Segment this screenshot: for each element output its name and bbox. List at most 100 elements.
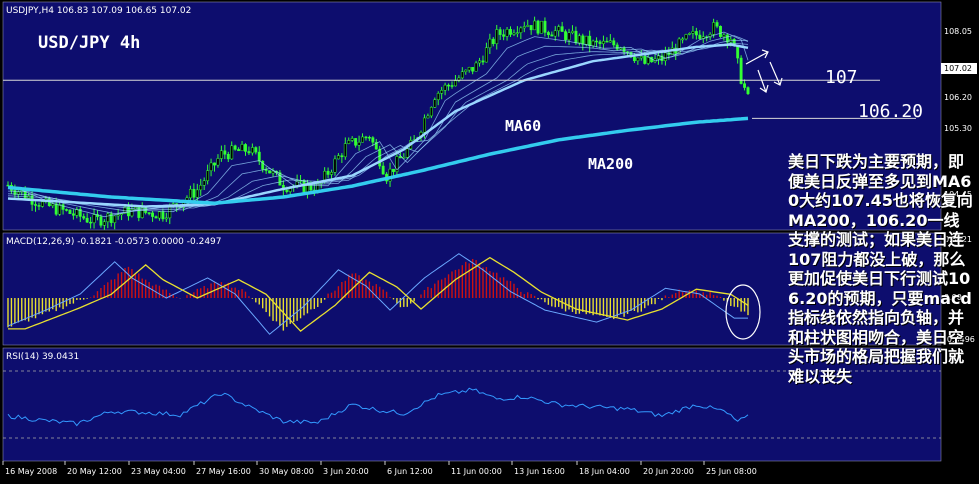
price-label-106-20: 106.20 [944, 93, 972, 102]
time-label: 20 Jun 20:00 [643, 467, 694, 476]
candle-body [233, 145, 237, 150]
candle-body [250, 147, 254, 154]
macd-histogram [7, 258, 749, 331]
candle-body [595, 40, 599, 43]
candle-body [161, 211, 165, 220]
candle-body [564, 31, 568, 41]
candle-body [557, 26, 561, 32]
candle-body [443, 84, 447, 91]
candle-body [736, 45, 740, 59]
commentary-text: 美日下跌为主要预期，即便美日反弹至多见到MA60大约107.45也将恢复向MA2… [788, 152, 973, 386]
candle-body [540, 20, 543, 34]
candle-body [681, 38, 685, 41]
candle-body [164, 217, 168, 220]
candle-body [37, 205, 41, 207]
ma60-label: MA60 [505, 117, 541, 135]
candle-body [502, 34, 506, 37]
candle-body [343, 143, 347, 158]
candle-body [378, 148, 382, 167]
ma-bundle-line [7, 35, 749, 215]
candle-body [722, 34, 726, 37]
candle-body [567, 32, 571, 41]
candle-body [85, 217, 89, 223]
ma-bundle-line [7, 39, 749, 212]
candle-body [374, 141, 378, 150]
candle-body [447, 84, 451, 87]
candle-body [58, 204, 62, 215]
candle-body [546, 32, 550, 36]
candle-body [426, 115, 430, 119]
candle-body [584, 35, 588, 45]
candle-body [481, 60, 485, 63]
current-price-box [941, 63, 977, 74]
candle-body [643, 56, 647, 64]
time-label: 11 Jun 00:00 [451, 467, 502, 476]
chart-title: USD/JPY 4h [38, 33, 140, 53]
candle-body [261, 160, 265, 170]
candle-body [491, 38, 495, 45]
candle-body [78, 208, 82, 217]
candle-body [223, 150, 227, 155]
candle-body [657, 55, 660, 60]
candle-body [698, 34, 702, 39]
candle-body [192, 188, 196, 198]
candle-body [495, 29, 499, 45]
time-label: 3 Jun 20:00 [323, 467, 369, 476]
candle-body [478, 60, 481, 64]
candle-body [571, 30, 574, 33]
candle-body [464, 69, 468, 73]
candle-body [147, 212, 151, 214]
up-arrow-icon [745, 49, 769, 65]
candle-body [440, 90, 444, 94]
candle-body [450, 85, 454, 87]
candle-body [347, 140, 351, 144]
candle-body [471, 67, 475, 72]
candle-body [34, 204, 37, 206]
time-label: 30 May 08:00 [259, 467, 314, 476]
candle-body [257, 151, 261, 162]
candle-body [151, 212, 155, 217]
candle-body [588, 35, 592, 47]
candle-body [285, 189, 289, 192]
candle-body [157, 211, 161, 219]
candle-body [574, 30, 578, 44]
candle-body [209, 162, 213, 171]
candle-body [109, 213, 113, 223]
candle-body [536, 20, 540, 34]
candle-body [40, 201, 44, 207]
candle-body [612, 40, 616, 46]
candle-body [581, 35, 585, 45]
time-axis: 16 May 2008 20 May 12:00 23 May 04:00 27 Ma… [2, 461, 757, 476]
candle-body [460, 71, 464, 79]
price-label-104-45: 104.45 [944, 190, 972, 199]
candle-body [712, 22, 716, 35]
candle-body [688, 33, 691, 35]
candle-body [206, 170, 210, 182]
candle-body [392, 168, 395, 172]
rsi-panel [2, 347, 942, 462]
candle-body [92, 214, 96, 224]
candle-body [543, 20, 547, 33]
candle-body [526, 25, 530, 27]
candle-body [663, 52, 667, 61]
candle-body [405, 148, 409, 158]
level-106-label: 106.20 [858, 101, 923, 122]
candle-body [230, 145, 234, 160]
candle-body [336, 155, 340, 160]
candle-body [195, 189, 199, 198]
candle-body [219, 150, 223, 159]
time-label: 25 Jun 08:00 [706, 467, 757, 476]
candle-body [137, 207, 141, 218]
candle-body [226, 154, 230, 160]
candle-body [113, 215, 117, 223]
rsi-line [7, 387, 749, 427]
candle-body [484, 47, 488, 63]
candle-body [271, 170, 275, 174]
candle-body [694, 31, 698, 36]
price-label-105-30: 105.30 [944, 124, 972, 133]
candle-body [553, 30, 557, 37]
candle-body [601, 40, 605, 44]
time-label: 20 May 12:00 [67, 467, 122, 476]
candle-body [660, 55, 664, 61]
